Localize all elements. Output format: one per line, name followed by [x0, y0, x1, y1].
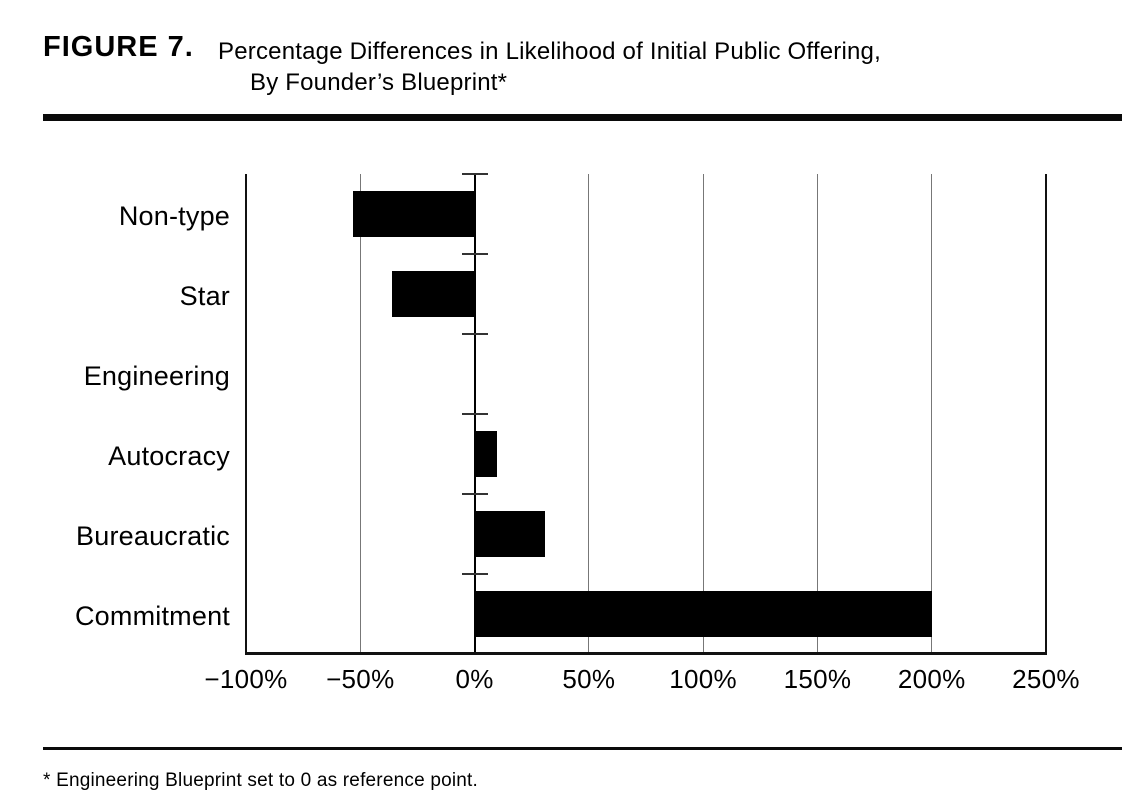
category-tick-4	[461, 493, 488, 495]
x-tick-label--50: −50%	[326, 664, 395, 694]
plot-right-border	[1045, 174, 1047, 654]
figure-title: Percentage Differences in Likelihood of …	[218, 36, 881, 98]
gridline--50	[359, 174, 361, 652]
category-tick-2	[461, 333, 488, 335]
bar-bureaucratic	[474, 511, 546, 557]
category-label-star: Star	[179, 281, 230, 311]
footnote-divider-rule	[43, 747, 1122, 750]
gridline-150	[816, 174, 818, 652]
category-tick-5	[461, 573, 488, 575]
bar-non-type	[353, 191, 475, 237]
x-tick-label-50: 50%	[562, 664, 616, 694]
category-tick-3	[461, 413, 488, 415]
title-divider-rule	[43, 114, 1122, 121]
bar-autocracy	[474, 431, 498, 477]
x-tick-label-100: 100%	[669, 664, 737, 694]
figure-label: FIGURE 7.	[43, 31, 194, 63]
category-label-engineering: Engineering	[83, 361, 230, 391]
category-tick-0	[461, 173, 488, 175]
gridline-200	[931, 174, 933, 652]
x-tick-label-150: 150%	[783, 664, 852, 694]
figure-title-line-1: Percentage Differences in Likelihood of …	[218, 38, 881, 65]
category-label-non-type: Non-type	[118, 201, 230, 231]
x-tick-label-0: 0%	[455, 664, 494, 694]
x-tick-label-250: 250%	[1012, 664, 1080, 694]
category-label-autocracy: Autocracy	[108, 441, 230, 471]
category-label-bureaucratic: Bureaucratic	[76, 521, 230, 551]
figure-footnote: * Engineering Blueprint set to 0 as refe…	[43, 770, 478, 791]
category-tick-1	[461, 253, 488, 255]
plot-left-border	[245, 174, 247, 654]
bar-commitment	[474, 591, 932, 637]
bar-star	[392, 271, 475, 317]
gridline-50	[588, 174, 590, 652]
gridline-100	[702, 174, 704, 652]
x-axis-line	[245, 652, 1047, 655]
figure-title-line-2: By Founder’s Blueprint*	[250, 69, 508, 96]
x-tick-label--100: −100%	[204, 664, 288, 694]
x-tick-label-200: 200%	[897, 664, 966, 694]
category-label-commitment: Commitment	[74, 601, 230, 631]
